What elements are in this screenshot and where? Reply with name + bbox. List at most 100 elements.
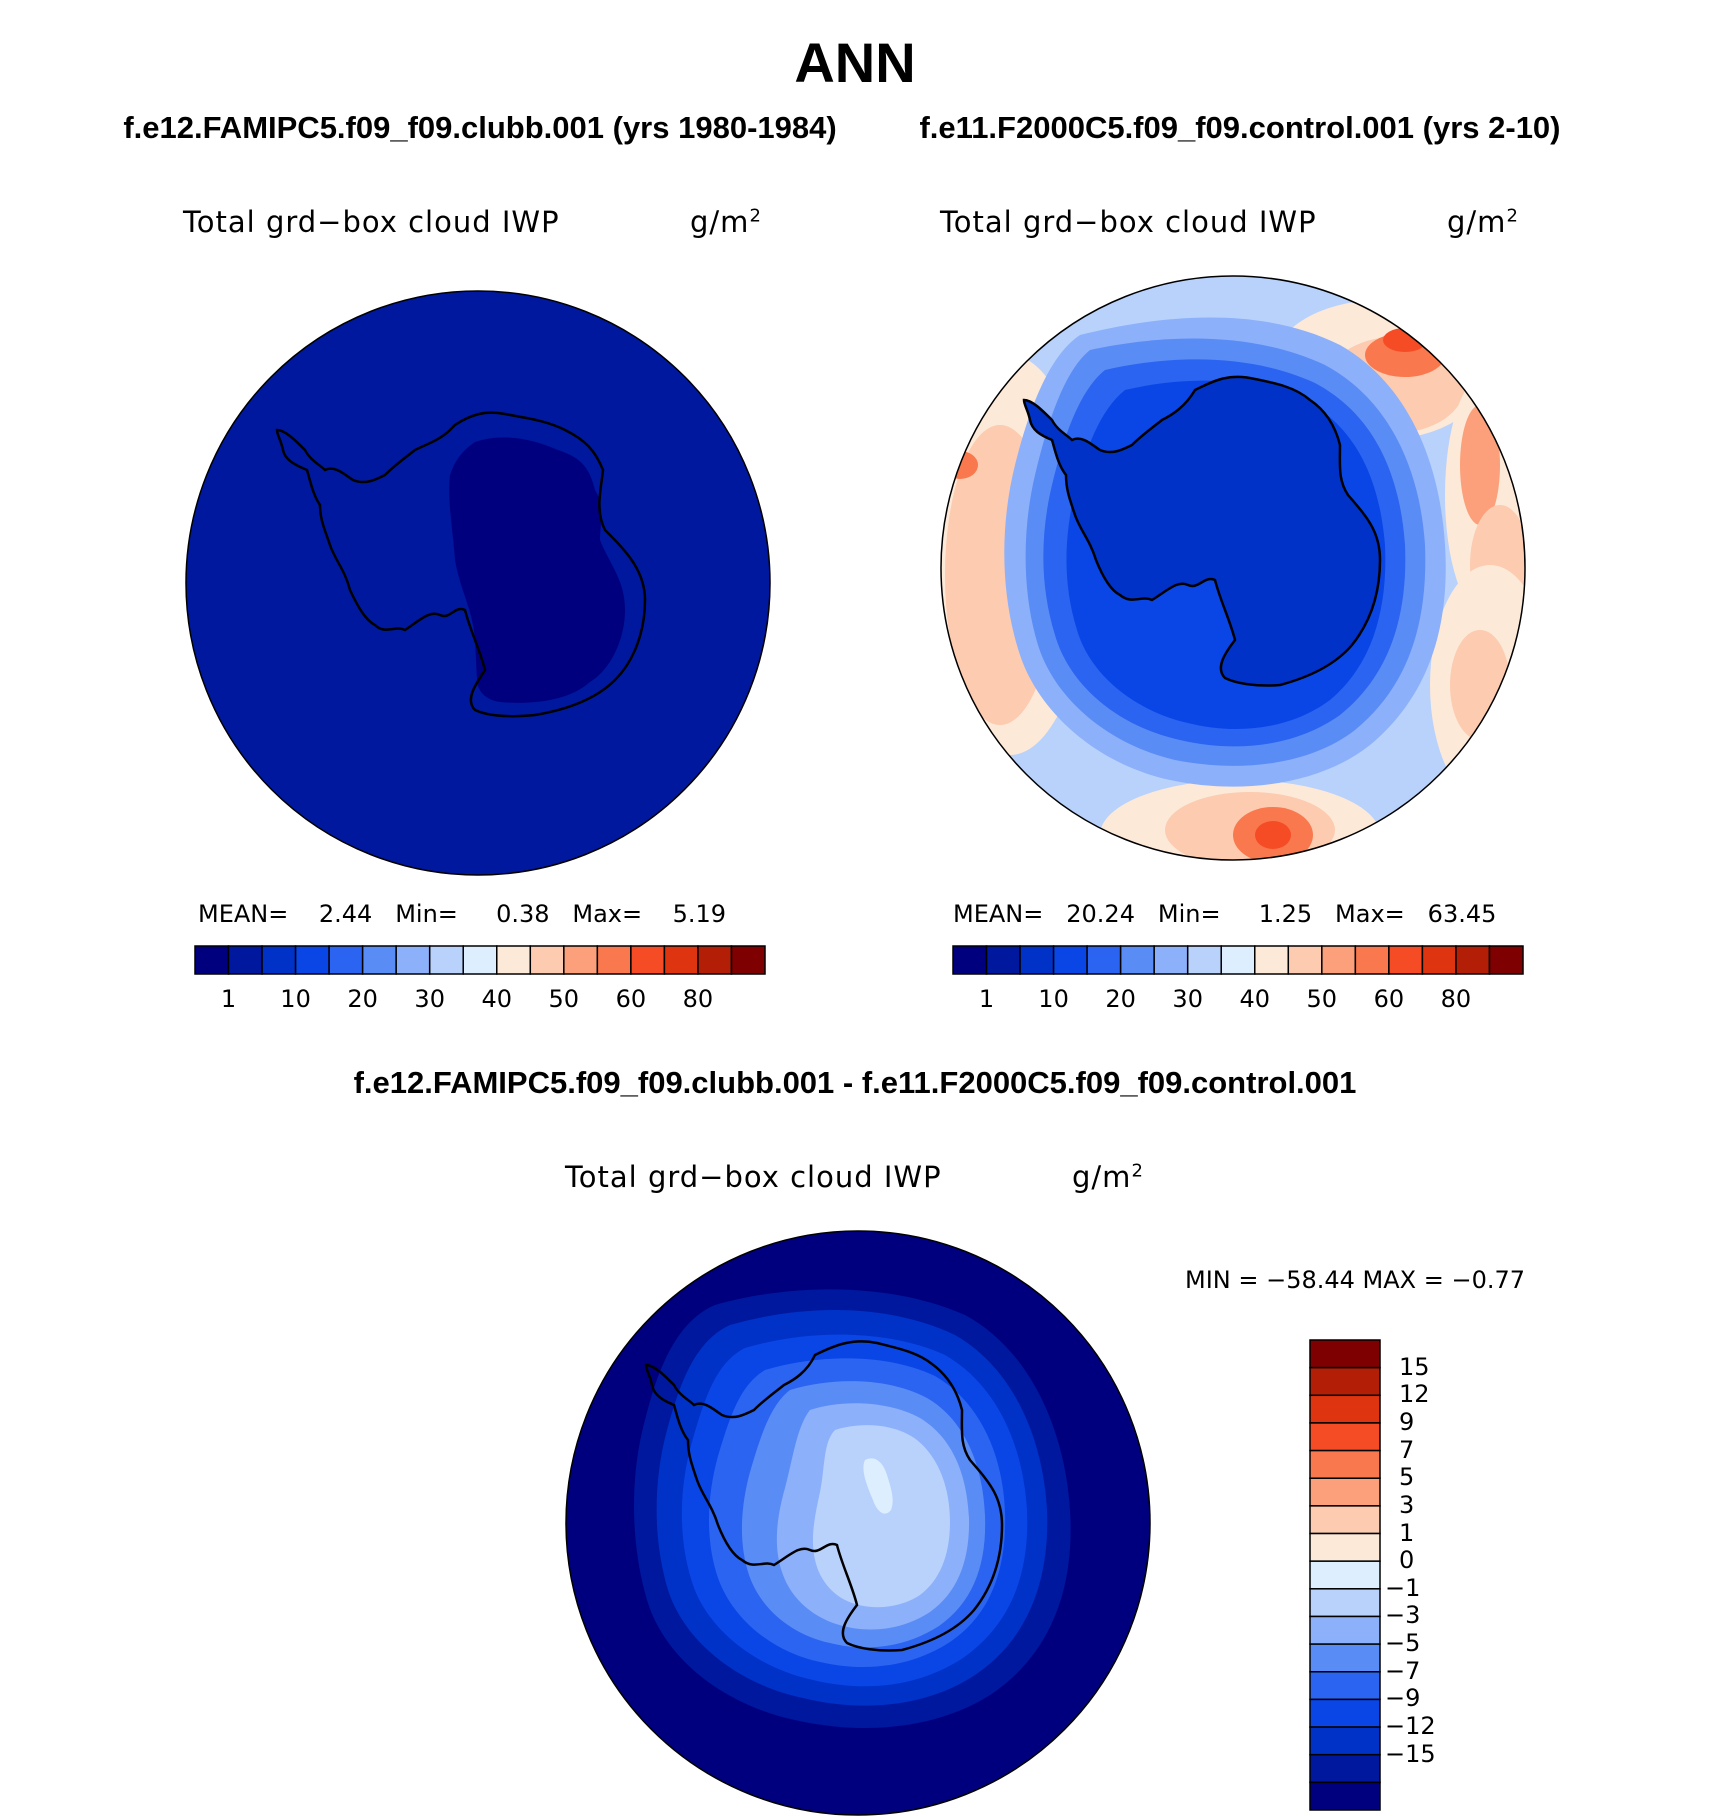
colorbar-swatch	[1309, 1753, 1381, 1784]
colorbar-swatch	[730, 945, 766, 975]
colorbar-swatch	[1309, 1477, 1381, 1507]
colorbar-tick-label: 30	[1172, 985, 1203, 1013]
colorbar-tick-label: −9	[1385, 1684, 1421, 1713]
antarctica-coastline-diff	[644, 1340, 1004, 1652]
colorbar-tick-label: 1	[1399, 1518, 1415, 1547]
colorbar-tick-label: 7	[1399, 1435, 1415, 1464]
antarctica-coastline-right	[1022, 375, 1382, 687]
colorbar-swatch	[496, 945, 532, 975]
colorbar-swatch	[697, 945, 733, 975]
colorbar-tick-label: 20	[1105, 985, 1136, 1013]
colorbar-swatch	[1309, 1560, 1381, 1590]
colorbar-tick-label: 50	[1306, 985, 1338, 1013]
colorbar-swatch	[227, 945, 263, 975]
colorbar-swatch	[1309, 1671, 1381, 1701]
colorbar-tick-label: 60	[615, 985, 647, 1013]
stats-left: MEAN= 2.44 Min= 0.38 Max= 5.19	[198, 900, 727, 928]
colorbar-swatch	[1287, 945, 1323, 975]
colorbar-swatch	[361, 945, 397, 975]
colorbar-swatch	[1421, 945, 1457, 975]
colorbar-swatch	[1309, 1615, 1381, 1645]
colorbar-swatch	[194, 945, 230, 975]
colorbar-swatch	[952, 945, 988, 975]
colorbar-swatch	[1153, 945, 1189, 975]
units-label-right: g/m2	[1447, 205, 1519, 239]
colorbar-tick-label: 10	[280, 985, 311, 1013]
colorbar-tick-label: −3	[1385, 1601, 1421, 1630]
colorbar-swatch	[1309, 1449, 1381, 1479]
colorbar-swatch	[563, 945, 599, 975]
colorbar-swatch	[1309, 1422, 1381, 1452]
colorbar-swatch	[462, 945, 498, 975]
colorbar-tick-label: 40	[1239, 985, 1271, 1013]
colorbar-swatch	[1309, 1726, 1381, 1756]
colorbar-swatch	[985, 945, 1021, 975]
colorbar-swatch	[428, 945, 464, 975]
colorbar-swatch	[1086, 945, 1122, 975]
colorbar-swatch	[529, 945, 565, 975]
colorbar-swatch	[1220, 945, 1256, 975]
colorbar-swatch	[1052, 945, 1088, 975]
colorbar-swatch	[1309, 1698, 1381, 1728]
diff-units-label: g/m2	[1072, 1160, 1144, 1194]
colorbar-tick-label: 12	[1399, 1380, 1430, 1409]
colorbar-tick-label: 3	[1399, 1490, 1415, 1519]
colorbar-tick-label: 1	[220, 985, 237, 1013]
colorbar-swatch	[1254, 945, 1290, 975]
colorbar-tick-label: 10	[1038, 985, 1069, 1013]
colorbar-tick-label: 15	[1399, 1352, 1430, 1381]
colorbar-swatch	[630, 945, 666, 975]
colorbar-swatch	[261, 945, 297, 975]
diff-case-title: f.e12.FAMIPC5.f09_f09.clubb.001 - f.e11.…	[353, 1065, 1357, 1100]
colorbar-tick-label: 80	[682, 985, 714, 1013]
map-diff	[565, 1230, 1151, 1816]
colorbar-tick-label: 1	[978, 985, 995, 1013]
colorbar-left	[194, 945, 766, 975]
antarctica-coastline-left	[275, 411, 647, 718]
colorbar-swatch	[1309, 1588, 1381, 1618]
diff-minmax: MIN = −58.44 MAX = −0.77	[1185, 1266, 1526, 1294]
colorbar-tick-label: −15	[1385, 1739, 1436, 1768]
colorbar-swatch	[596, 945, 632, 975]
colorbar-ticks-right: 1 10 20 30 40 50 60 80	[953, 985, 1523, 1015]
case-title-right: f.e11.F2000C5.f09_f09.control.001 (yrs 2…	[919, 110, 1561, 145]
colorbar-swatch	[1309, 1366, 1381, 1397]
colorbar-tick-label: 0	[1399, 1546, 1415, 1575]
colorbar-ticks-left: 1 10 20 30 40 50 60 80	[195, 985, 765, 1015]
colorbar-swatch	[1309, 1339, 1381, 1369]
colorbar-swatch	[1309, 1532, 1381, 1562]
colorbar-swatch	[1321, 945, 1357, 975]
case-title-left: f.e12.FAMIPC5.f09_f09.clubb.001 (yrs 198…	[123, 110, 837, 145]
colorbar-swatch	[1488, 945, 1524, 975]
colorbar-ticks-diff: 15 12 9 7 5 3 1 0 −1 −3 −5 −7 −9 −12 −15	[1385, 1340, 1505, 1810]
colorbar-tick-label: 80	[1440, 985, 1472, 1013]
colorbar-swatch	[663, 945, 699, 975]
diff-variable-label: Total grd−box cloud IWP	[565, 1160, 942, 1194]
colorbar-swatch	[1119, 945, 1155, 975]
colorbar-tick-label: −5	[1385, 1629, 1421, 1658]
colorbar-swatch	[1019, 945, 1055, 975]
colorbar-tick-label: 5	[1399, 1463, 1415, 1492]
map-right	[940, 275, 1526, 861]
colorbar-tick-label: 9	[1399, 1407, 1415, 1436]
colorbar-tick-label: 40	[481, 985, 513, 1013]
map-left	[185, 290, 771, 876]
colorbar-right	[952, 945, 1524, 975]
colorbar-tick-label: −1	[1385, 1573, 1421, 1602]
colorbar-tick-label: 30	[414, 985, 445, 1013]
colorbar-diff	[1309, 1339, 1381, 1811]
units-label-left: g/m2	[690, 205, 762, 239]
colorbar-tick-label: 50	[548, 985, 580, 1013]
colorbar-tick-label: 60	[1373, 985, 1405, 1013]
colorbar-swatch	[1354, 945, 1390, 975]
variable-label-right: Total grd−box cloud IWP	[940, 205, 1317, 239]
colorbar-swatch	[294, 945, 330, 975]
colorbar-tick-label: −12	[1385, 1712, 1436, 1741]
colorbar-swatch	[1186, 945, 1222, 975]
colorbar-swatch	[1455, 945, 1491, 975]
colorbar-swatch	[1309, 1505, 1381, 1535]
colorbar-swatch	[328, 945, 364, 975]
main-title: ANN	[794, 31, 916, 94]
colorbar-swatch	[1388, 945, 1424, 975]
colorbar-tick-label: −7	[1385, 1656, 1421, 1685]
